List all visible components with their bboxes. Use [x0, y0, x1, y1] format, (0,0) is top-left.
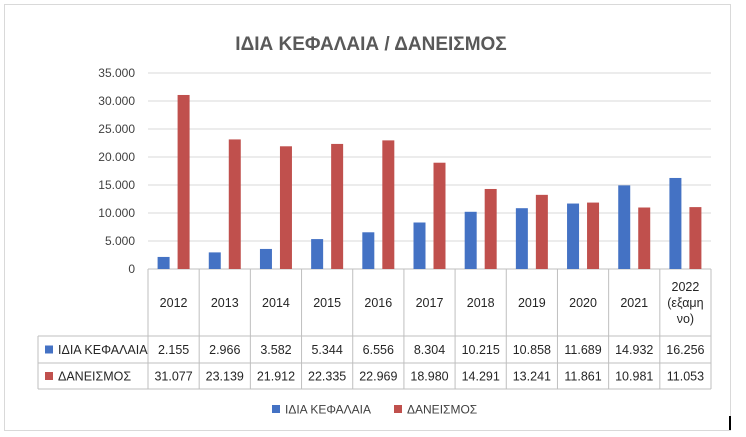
bar-idia-kefalaia — [464, 211, 477, 269]
text-cursor — [729, 416, 731, 430]
data-label: 21.912 — [257, 370, 295, 384]
legend-label: ΙΔΙΑ ΚΕΦΑΛΑΙΑ — [285, 403, 371, 417]
data-label: 22.335 — [308, 370, 346, 384]
y-axis-ticks: 0 5.000 10.000 15.000 20.000 25.000 30.000 35.0… — [98, 66, 135, 276]
bar-idia-kefalaia — [311, 239, 324, 269]
data-label: 31.077 — [154, 370, 192, 384]
legend-swatch — [272, 405, 280, 413]
bar-daneismos — [638, 207, 651, 269]
legend-label: ΔΑΝΕΙΣΜΟΣ — [407, 403, 477, 417]
y-tick-label: 30.000 — [98, 94, 135, 108]
x-category-label: 2021 — [620, 296, 648, 310]
bar-daneismos — [382, 140, 395, 269]
data-table: 2012 2013 2014 2015 2016 2017 2018 2019 2020 2021… — [37, 269, 712, 390]
x-category-label: 2020 — [569, 296, 597, 310]
bar-daneismos — [587, 202, 600, 269]
data-label: 2.966 — [209, 343, 240, 357]
x-category-label: 2017 — [416, 296, 444, 310]
bar-idia-kefalaia — [515, 208, 528, 269]
x-category-label: 2012 — [160, 296, 188, 310]
y-tick-label: 0 — [128, 262, 135, 276]
data-label: 10.981 — [615, 370, 653, 384]
data-label: 6.556 — [363, 343, 394, 357]
x-category-label: 2014 — [262, 296, 290, 310]
bar-daneismos — [535, 194, 548, 269]
bar-idia-kefalaia — [208, 252, 221, 269]
x-category-label: 2022 — [672, 280, 700, 294]
bar-idia-kefalaia — [259, 248, 272, 269]
bar-idia-kefalaia — [157, 256, 170, 269]
y-tick-label: 5.000 — [105, 234, 135, 248]
data-label: 11.861 — [564, 370, 601, 384]
data-label: 14.932 — [615, 343, 653, 357]
series-row-label: ΔΑΝΕΙΣΜΟΣ — [58, 370, 131, 384]
legend-swatch — [394, 405, 402, 413]
data-label: 16.256 — [666, 343, 704, 357]
chart-frame: ΙΔΙΑ ΚΕΦΑΛΑΙΑ / ΔΑΝΕΙΣΜΟΣ 0 5.000 10.000 15… — [4, 4, 731, 431]
x-category-label: 2016 — [364, 296, 392, 310]
data-label: 14.291 — [462, 370, 500, 384]
data-label: 10.858 — [513, 343, 551, 357]
data-label: 11.053 — [667, 370, 704, 384]
data-label: 22.969 — [359, 370, 397, 384]
y-tick-label: 25.000 — [98, 122, 135, 136]
chart: ΙΔΙΑ ΚΕΦΑΛΑΙΑ / ΔΑΝΕΙΣΜΟΣ 0 5.000 10.000 15… — [37, 34, 712, 417]
data-label: 5.344 — [311, 343, 342, 357]
bar-idia-kefalaia — [362, 232, 375, 269]
bar-daneismos — [279, 146, 292, 269]
legend: ΙΔΙΑ ΚΕΦΑΛΑΙΑ ΔΑΝΕΙΣΜΟΣ — [272, 403, 477, 417]
data-label: 8.304 — [414, 343, 445, 357]
y-tick-label: 20.000 — [98, 150, 135, 164]
bar-daneismos — [484, 188, 497, 269]
data-label: 11.689 — [564, 343, 601, 357]
x-category-label: 2018 — [467, 296, 495, 310]
bar-idia-kefalaia — [567, 203, 580, 269]
x-category-label: 2019 — [518, 296, 546, 310]
data-label: 23.139 — [206, 370, 244, 384]
bar-daneismos — [177, 94, 190, 269]
bar-daneismos — [228, 139, 241, 269]
x-category-label: 2015 — [313, 296, 341, 310]
x-category-label: (εξαμη — [667, 296, 703, 310]
data-label: 18.980 — [410, 370, 448, 384]
bar-idia-kefalaia — [669, 177, 682, 269]
bar-idia-kefalaia — [413, 222, 426, 269]
bar-daneismos — [331, 143, 344, 269]
x-category-label: νο) — [677, 312, 694, 326]
chart-title: ΙΔΙΑ ΚΕΦΑΛΑΙΑ / ΔΑΝΕΙΣΜΟΣ — [235, 34, 506, 55]
series-row-label: ΙΔΙΑ ΚΕΦΑΛΑΙΑ — [58, 343, 148, 357]
bars — [157, 94, 702, 269]
series-key-swatch — [45, 372, 53, 380]
y-tick-label: 15.000 — [98, 178, 135, 192]
bar-idia-kefalaia — [618, 185, 631, 269]
data-label: 3.582 — [260, 343, 291, 357]
data-label: 13.241 — [513, 370, 551, 384]
bar-daneismos — [433, 162, 446, 269]
data-label: 2.155 — [158, 343, 189, 357]
y-tick-label: 35.000 — [98, 66, 135, 80]
series-key-swatch — [45, 345, 53, 354]
gridlines — [148, 72, 711, 270]
bar-daneismos — [689, 207, 702, 269]
y-tick-label: 10.000 — [98, 206, 135, 220]
data-label: 10.215 — [462, 343, 500, 357]
x-category-label: 2013 — [211, 296, 239, 310]
